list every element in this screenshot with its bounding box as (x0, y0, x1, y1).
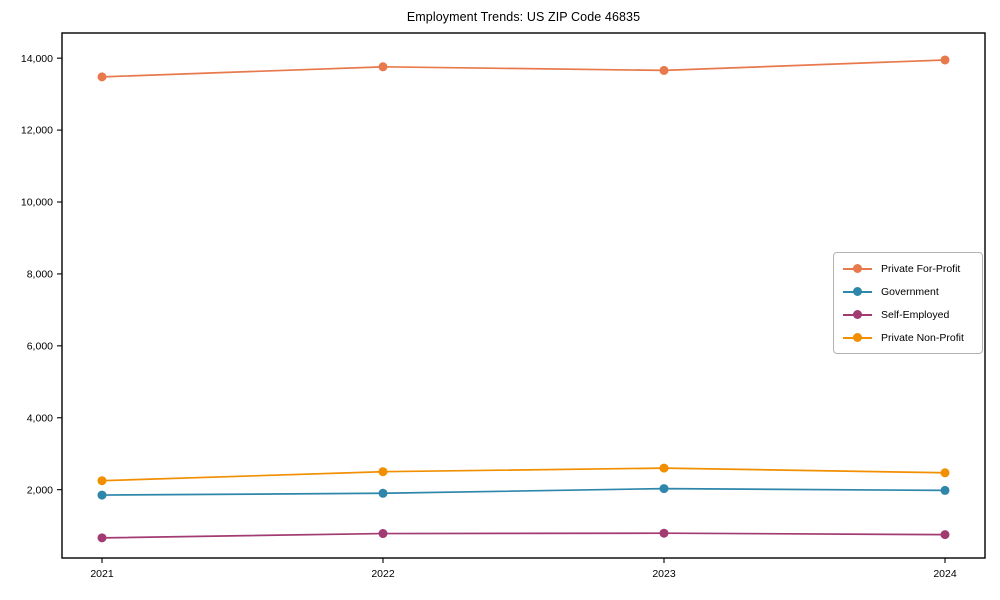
series-point-government-2023 (659, 484, 669, 494)
x-tick-label-2024: 2024 (933, 568, 957, 580)
series-line-self-employed (101, 532, 946, 539)
series-point-private-non-profit-2021 (97, 476, 107, 486)
series-point-private-for-profit-2023 (659, 65, 669, 75)
x-tick-label-2022: 2022 (371, 568, 395, 580)
series-point-self-employed-2022 (378, 529, 388, 539)
series-point-government-2022 (378, 488, 388, 498)
y-tick-label: 8,000 (27, 269, 53, 281)
legend-label: Self-Employed (881, 308, 950, 321)
y-tick-label: 6,000 (27, 340, 53, 352)
legend-marker-icon (843, 309, 872, 320)
x-tick-label-2023: 2023 (652, 568, 676, 580)
legend-marker-icon (843, 286, 872, 297)
series-point-self-employed-2024 (940, 530, 950, 540)
series-point-private-non-profit-2024 (940, 468, 950, 478)
series-point-self-employed-2021 (97, 533, 107, 543)
plot-border (61, 32, 986, 559)
legend-item-self-employed: Self-Employed (843, 306, 973, 323)
series-line-government (101, 487, 946, 496)
series-point-government-2024 (940, 485, 950, 495)
legend-item-government: Government (843, 283, 973, 300)
series-point-private-for-profit-2022 (378, 62, 388, 72)
series-point-private-for-profit-2021 (97, 72, 107, 82)
series-point-government-2021 (97, 490, 107, 500)
y-tick-label: 4,000 (27, 412, 53, 424)
series-point-private-for-profit-2024 (940, 55, 950, 65)
y-tick-label: 10,000 (21, 197, 53, 209)
legend-marker-icon (843, 263, 872, 274)
legend-label: Government (881, 285, 939, 298)
y-tick-label: 14,000 (21, 53, 53, 65)
legend-item-private-for-profit: Private For-Profit (843, 260, 973, 277)
series-line-private-for-profit (101, 59, 946, 78)
y-tick-label: 12,000 (21, 125, 53, 137)
y-tick-label: 2,000 (27, 484, 53, 496)
series-point-self-employed-2023 (659, 528, 669, 538)
legend-marker-icon (843, 332, 872, 343)
chart-title: Employment Trends: US ZIP Code 46835 (406, 10, 641, 24)
legend-label: Private Non-Profit (881, 331, 964, 344)
series-line-private-non-profit (101, 467, 946, 482)
series-point-private-non-profit-2022 (378, 467, 388, 477)
x-tick-label-2021: 2021 (90, 568, 114, 580)
legend-label: Private For-Profit (881, 262, 961, 275)
series-point-private-non-profit-2023 (659, 463, 669, 473)
legend: Private For-Profit Government Self-Employe… (833, 252, 983, 354)
legend-item-private-non-profit: Private Non-Profit (843, 329, 973, 346)
